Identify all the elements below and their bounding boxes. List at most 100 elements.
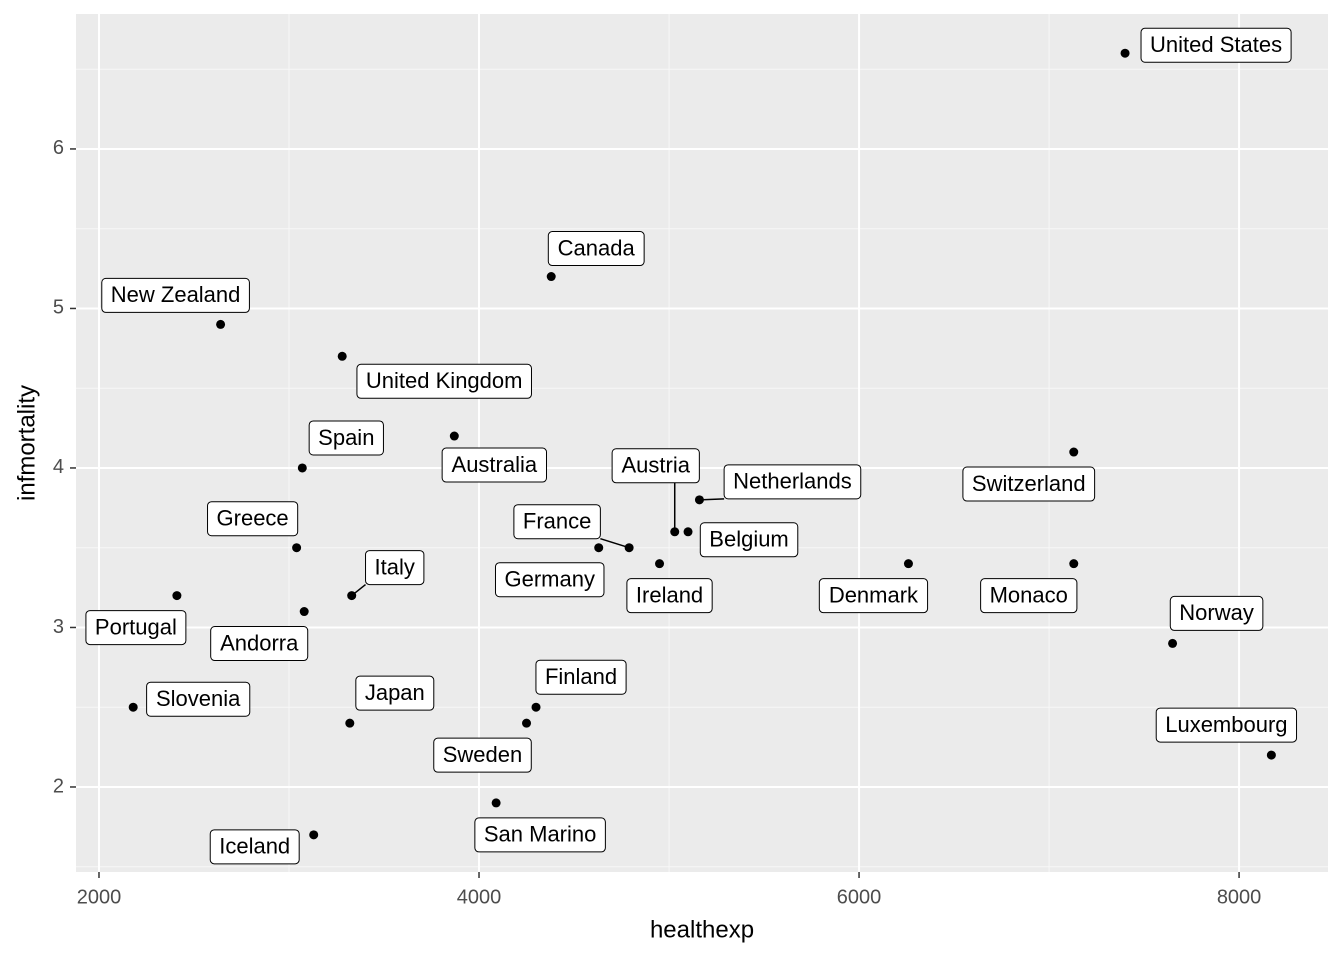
data-label: Slovenia — [146, 681, 251, 717]
panel — [76, 14, 1328, 872]
point — [624, 543, 634, 553]
label-box — [210, 626, 309, 662]
x-tick-label: 6000 — [837, 886, 882, 908]
x-tick-label: 2000 — [77, 886, 122, 908]
label-text: France — [523, 509, 591, 534]
y-tick-label: 2 — [53, 775, 64, 797]
y-tick-label: 4 — [53, 456, 64, 478]
label-box — [355, 675, 435, 711]
label-box — [962, 466, 1096, 502]
point — [1069, 559, 1079, 569]
label-text: Luxembourg — [1165, 712, 1287, 737]
point — [1266, 750, 1276, 760]
label-text: Sweden — [443, 742, 523, 767]
data-label: United States — [1140, 27, 1292, 63]
label-text: Netherlands — [733, 469, 852, 494]
point — [546, 272, 556, 282]
label-text: Germany — [504, 567, 594, 592]
data-label: Australia — [441, 447, 547, 483]
y-tick-label: 5 — [53, 297, 64, 319]
label-box — [547, 231, 645, 267]
label-text: Denmark — [829, 582, 919, 607]
point — [655, 559, 665, 569]
point — [1069, 447, 1079, 457]
label-text: Greece — [217, 506, 289, 531]
data-label: Austria — [611, 448, 700, 484]
label-text: Monaco — [990, 582, 1068, 607]
label-box — [818, 578, 929, 614]
label-box — [1169, 595, 1264, 631]
label-text: Austria — [621, 453, 690, 478]
label-box — [207, 501, 299, 537]
point — [1168, 638, 1178, 648]
label-box — [441, 447, 547, 483]
point — [337, 351, 347, 361]
label-text: United States — [1150, 32, 1282, 57]
label-text: Spain — [318, 425, 374, 450]
point — [491, 798, 501, 808]
label-text: Portugal — [95, 614, 177, 639]
label-text: Norway — [1179, 600, 1254, 625]
data-label: France — [513, 504, 601, 540]
data-label: San Marino — [474, 817, 606, 853]
point — [299, 607, 309, 617]
label-box — [85, 610, 187, 646]
label-box — [513, 504, 601, 540]
point — [216, 319, 226, 329]
point — [172, 591, 182, 601]
data-label: Monaco — [980, 578, 1078, 614]
data-label: United Kingdom — [356, 363, 532, 399]
data-label: Luxembourg — [1155, 707, 1298, 743]
label-box — [611, 448, 700, 484]
label-box — [365, 550, 425, 586]
data-label: Switzerland — [962, 466, 1096, 502]
y-tick-label: 3 — [53, 616, 64, 638]
label-box — [209, 829, 300, 865]
label-box — [356, 363, 532, 399]
label-box — [699, 522, 799, 558]
y-tick-label: 6 — [53, 137, 64, 159]
leader-line — [600, 538, 630, 549]
data-label: Norway — [1169, 595, 1264, 631]
data-label: New Zealand — [101, 277, 250, 313]
data-label: Germany — [494, 562, 605, 598]
label-text: San Marino — [484, 822, 597, 847]
label-text: Iceland — [219, 834, 290, 859]
x-tick-label: 4000 — [457, 886, 502, 908]
point — [531, 702, 541, 712]
label-text: New Zealand — [111, 282, 241, 307]
point — [522, 718, 532, 728]
point — [694, 495, 704, 505]
label-box — [980, 578, 1078, 614]
point — [1120, 48, 1130, 58]
data-label: Canada — [547, 231, 645, 267]
point — [347, 591, 357, 601]
data-label: Belgium — [699, 522, 799, 558]
label-text: Andorra — [220, 630, 299, 655]
point — [292, 543, 302, 553]
label-text: Finland — [545, 664, 617, 689]
label-box — [1140, 27, 1292, 63]
data-label: Sweden — [433, 737, 532, 773]
label-text: Japan — [365, 680, 425, 705]
label-box — [433, 737, 532, 773]
data-label: Ireland — [626, 578, 713, 614]
label-text: Belgium — [709, 527, 788, 552]
data-label: Portugal — [85, 610, 187, 646]
point — [345, 718, 355, 728]
label-text: Italy — [375, 554, 415, 579]
label-box — [308, 420, 384, 456]
label-text: Slovenia — [156, 686, 241, 711]
data-label: Finland — [535, 659, 627, 695]
data-label: Denmark — [818, 578, 929, 614]
x-tick-label: 8000 — [1217, 886, 1262, 908]
label-text: Canada — [558, 235, 636, 260]
data-label: Italy — [365, 550, 425, 586]
point — [683, 527, 693, 537]
data-label: Greece — [207, 501, 299, 537]
y-axis-title: infmortality — [13, 385, 40, 501]
label-box — [101, 277, 250, 313]
label-box — [474, 817, 606, 853]
data-label: Iceland — [209, 829, 300, 865]
